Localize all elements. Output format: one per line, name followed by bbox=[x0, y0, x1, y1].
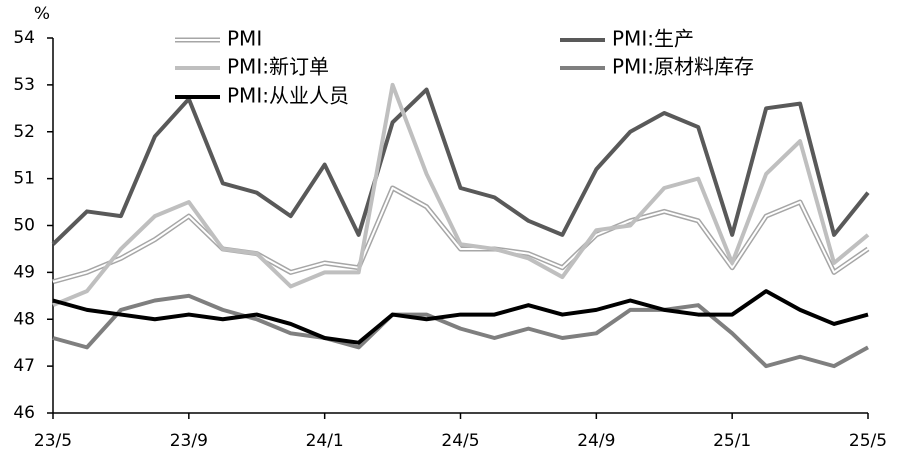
legend-label: PMI:原材料库存 bbox=[612, 55, 754, 79]
x-tick-label: 24/1 bbox=[306, 431, 344, 451]
y-tick-label: 51 bbox=[13, 169, 35, 189]
x-tick-label: 25/1 bbox=[713, 431, 751, 451]
y-tick-label: 52 bbox=[13, 122, 35, 142]
x-tick-label: 24/9 bbox=[577, 431, 615, 451]
x-tick-label: 23/9 bbox=[170, 431, 208, 451]
y-tick-label: 49 bbox=[13, 262, 35, 282]
legend-label: PMI:新订单 bbox=[227, 55, 329, 79]
series-line bbox=[52, 289, 869, 345]
y-tick-label: 47 bbox=[13, 356, 35, 376]
y-tick-label: 48 bbox=[13, 309, 35, 329]
legend-label: PMI:生产 bbox=[612, 27, 694, 51]
y-tick-label: 54 bbox=[13, 28, 35, 48]
series-line-outline bbox=[52, 185, 870, 285]
y-tick-label: 50 bbox=[13, 216, 35, 236]
series-line bbox=[51, 87, 870, 246]
legend-label: PMI bbox=[227, 27, 262, 51]
y-tick-label: 46 bbox=[13, 403, 35, 423]
legend-label: PMI:从业人员 bbox=[227, 84, 349, 108]
series-line bbox=[52, 187, 869, 283]
x-tick-label: 24/5 bbox=[441, 431, 479, 451]
x-tick-label: 23/5 bbox=[34, 431, 72, 451]
series-line bbox=[52, 82, 870, 308]
y-tick-label: 53 bbox=[13, 75, 35, 95]
series-line bbox=[52, 293, 869, 369]
y-unit-label: % bbox=[34, 4, 50, 24]
legend: PMI PMI:生产 PMI:新订单 PMI:原材料库存 PMI:从业人员 bbox=[175, 27, 754, 108]
x-tick-label: 25/5 bbox=[849, 431, 887, 451]
